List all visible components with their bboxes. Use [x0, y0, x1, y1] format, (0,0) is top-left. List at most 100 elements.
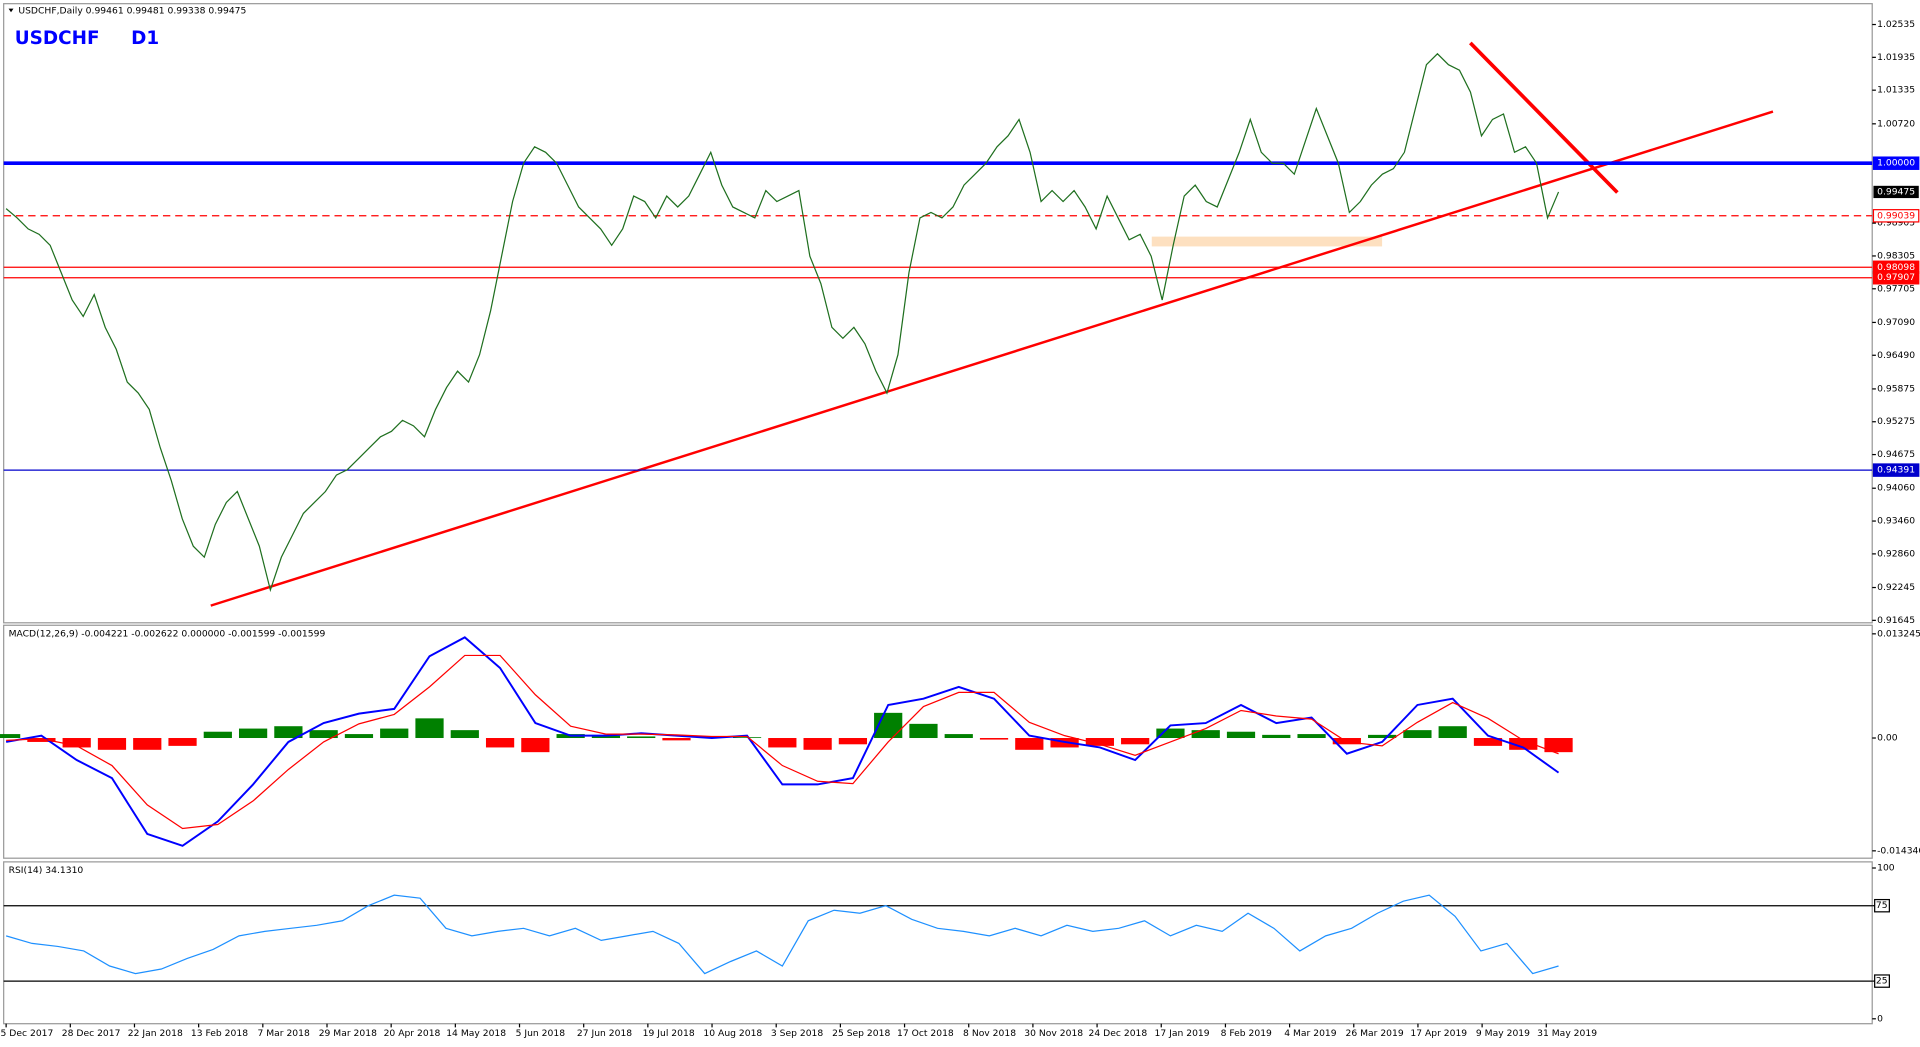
x-tick-label: 8 Nov 2018	[963, 1028, 1016, 1039]
histogram-bar	[732, 737, 762, 739]
x-tick-label: 14 May 2018	[446, 1028, 506, 1039]
x-tick-label: 20 Apr 2018	[384, 1028, 441, 1039]
histogram-bar	[768, 738, 797, 748]
y-tick-label: 0.97090	[1877, 317, 1915, 328]
histogram-bar	[344, 734, 374, 739]
x-tick-label: 5 Jun 2018	[516, 1028, 566, 1039]
y-tick-label: 1.00720	[1877, 118, 1915, 129]
histogram-bar	[238, 728, 268, 739]
y-tick-label: 0.96490	[1877, 350, 1915, 361]
histogram-bar	[521, 738, 550, 753]
x-tick-label: 29 Mar 2018	[319, 1028, 377, 1039]
y-tick-label: 0.013245	[1877, 628, 1920, 639]
y-tick-label: 0.00	[1877, 733, 1898, 744]
histogram-bar	[979, 738, 1009, 740]
histogram-bar	[1403, 730, 1432, 739]
y-tick-label: 1.01335	[1877, 85, 1915, 96]
histogram-bar	[803, 738, 832, 750]
level-label: 0.99039	[1877, 210, 1915, 221]
timeframe: D1	[131, 28, 159, 49]
x-tick-label: 4 Mar 2019	[1284, 1028, 1337, 1039]
histogram-bar	[1191, 730, 1220, 739]
y-tick-label: 0.98905	[1877, 218, 1915, 229]
histogram-bar	[1015, 738, 1044, 750]
level-label: 75	[1876, 900, 1888, 911]
histogram-bar	[415, 718, 444, 739]
level-label-box	[1872, 463, 1920, 477]
x-tick-label: 25 Sep 2018	[832, 1028, 890, 1039]
x-tick-label: 13 Feb 2018	[191, 1028, 248, 1039]
histogram-bar	[1297, 734, 1326, 739]
x-tick-label: 17 Apr 2019	[1410, 1028, 1467, 1039]
histogram-bar	[591, 735, 621, 739]
rsi-label: RSI(14) 34.1310	[9, 865, 84, 876]
level-label-box	[1874, 898, 1890, 913]
histogram-bar	[1226, 731, 1256, 739]
y-tick-label: 1.02535	[1877, 19, 1915, 30]
x-tick-label: 30 Nov 2018	[1024, 1028, 1083, 1039]
x-tick-label: 19 Jul 2018	[643, 1028, 695, 1039]
level-label: 25	[1876, 976, 1888, 987]
level-label-box	[1872, 270, 1920, 285]
y-tick-label: 0.92860	[1877, 548, 1915, 559]
histogram-bar	[944, 734, 973, 739]
y-tick-label: 0.94675	[1877, 449, 1915, 460]
level-label: 0.97907	[1877, 272, 1915, 283]
x-tick-label: 22 Jan 2018	[128, 1028, 183, 1039]
rsi-panel	[3, 861, 1873, 1025]
y-tick-label: 0.95275	[1877, 416, 1915, 427]
x-tick-label: 24 Dec 2018	[1089, 1028, 1148, 1039]
histogram-bar	[0, 734, 21, 739]
histogram-bar	[133, 738, 162, 750]
zone	[1151, 236, 1383, 247]
level-label: 0.98098	[1877, 262, 1915, 273]
trendline	[1469, 41, 1619, 194]
trendline	[210, 110, 1774, 607]
y-tick-label: 0.97705	[1877, 283, 1915, 294]
histogram-bar	[1509, 738, 1538, 750]
y-tick-label: 0.91645	[1877, 615, 1915, 626]
histogram-bar	[1544, 738, 1573, 753]
x-tick-label: 3 Sep 2018	[771, 1028, 824, 1039]
histogram-bar	[309, 730, 338, 739]
histogram-bar	[168, 738, 197, 746]
histogram-bar	[203, 731, 232, 739]
histogram-bar	[838, 738, 868, 745]
y-tick-label: 0.95875	[1877, 383, 1915, 394]
macd-label: MACD(12,26,9) -0.004221 -0.002622 0.0000…	[9, 628, 326, 639]
level-label: 1.00000	[1877, 158, 1915, 169]
x-tick-label: 10 Aug 2018	[703, 1028, 762, 1039]
main-panel	[3, 3, 1873, 624]
y-tick-label: 0	[1877, 1013, 1883, 1024]
histogram-bar	[97, 738, 127, 750]
last-price-box	[1873, 185, 1919, 199]
macd-panel	[3, 624, 1873, 859]
histogram-bar	[380, 728, 409, 739]
x-tick-label: 28 Dec 2017	[62, 1028, 121, 1039]
series-line	[5, 894, 1559, 975]
series-line	[6, 654, 1559, 830]
y-tick-label: 1.01935	[1877, 52, 1915, 63]
histogram-bar	[1262, 734, 1291, 739]
histogram-bar	[1438, 726, 1467, 739]
series-line	[5, 52, 1560, 593]
histogram-bar	[27, 738, 56, 742]
x-tick-label: 17 Oct 2018	[897, 1028, 954, 1039]
histogram-bar	[1473, 738, 1503, 746]
x-tick-label: 9 May 2019	[1476, 1028, 1530, 1039]
y-tick-label: 0.98305	[1877, 250, 1915, 261]
histogram-bar	[662, 738, 691, 741]
level-label-box	[1872, 156, 1920, 170]
histogram-bar	[485, 738, 515, 748]
histogram-bar	[1085, 738, 1114, 746]
y-tick-label: 0.93460	[1877, 516, 1915, 527]
histogram-bar	[1368, 734, 1397, 739]
series-line	[5, 636, 1560, 847]
x-tick-label: 17 Jan 2019	[1155, 1028, 1210, 1039]
histogram-bar	[1156, 728, 1185, 739]
histogram-bar	[627, 736, 656, 739]
histogram-bar	[909, 723, 938, 739]
x-tick-label: 31 May 2019	[1537, 1028, 1597, 1039]
y-tick-label: 0.94060	[1877, 483, 1915, 494]
